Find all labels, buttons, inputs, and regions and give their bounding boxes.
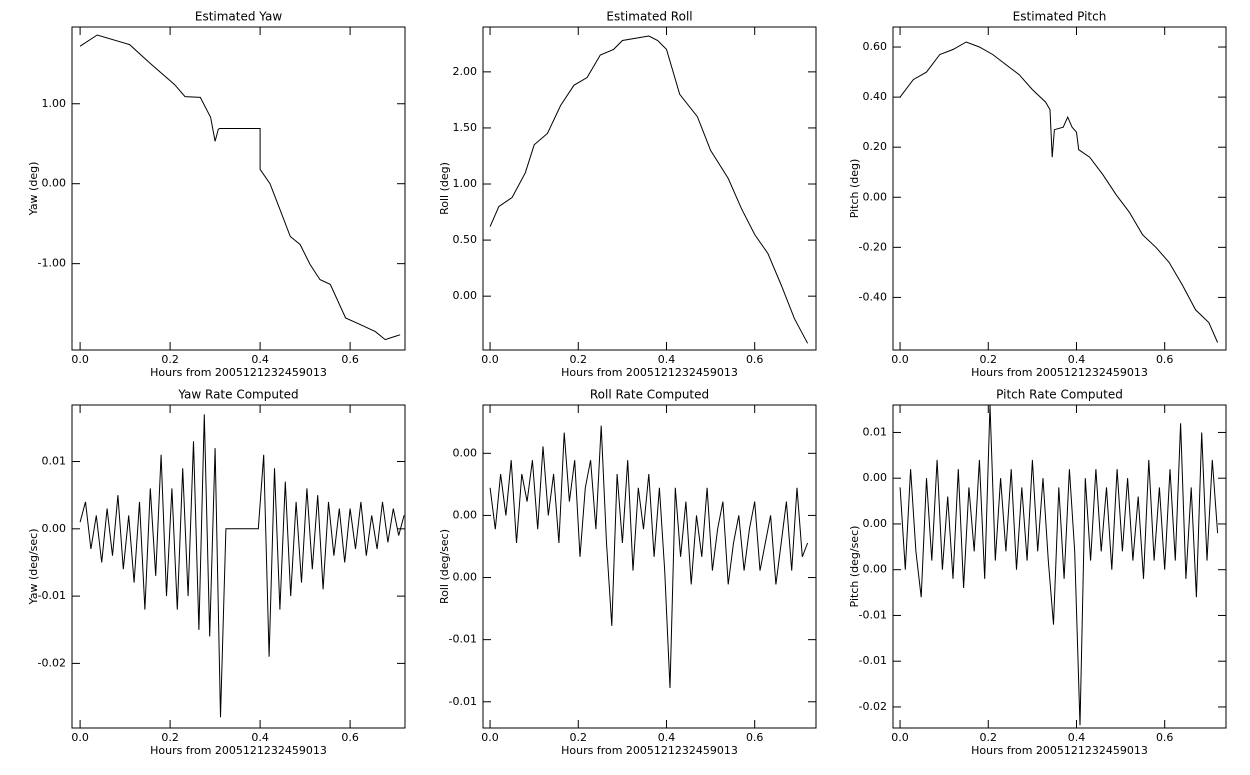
y-tick-label: 0.60 (863, 40, 888, 53)
x-tick-label: 0.0 (71, 731, 89, 744)
x-tick-label: 0.4 (251, 353, 269, 366)
plot-frame (892, 26, 1227, 351)
y-axis-label: Pitch (deg) (848, 159, 861, 219)
x-axis-label: Hours from 2005121232459013 (561, 366, 738, 379)
data-line (899, 41, 1219, 343)
plot-frame (482, 404, 817, 729)
y-axis-label: Pitch (deg/sec) (848, 526, 861, 608)
y-tick-label: 0.50 (453, 233, 478, 246)
data-line (489, 425, 809, 689)
chart-title: Estimated Pitch (1013, 10, 1107, 24)
plot-frame (71, 404, 406, 729)
y-tick-label: -0.01 (449, 695, 477, 708)
x-tick-label: 0.2 (980, 731, 998, 744)
x-tick-label: 0.6 (1156, 731, 1174, 744)
x-axis-label: Hours from 2005121232459013 (150, 744, 327, 757)
y-tick-label: -0.20 (859, 240, 887, 253)
x-tick-label: 0.4 (1068, 731, 1086, 744)
y-tick-label: -0.02 (859, 700, 887, 713)
x-tick-label: 0.0 (71, 353, 89, 366)
x-tick-label: 0.4 (658, 731, 676, 744)
y-axis-label: Yaw (deg/sec) (27, 528, 40, 605)
x-axis-label: Hours from 2005121232459013 (971, 744, 1148, 757)
x-tick-label: 0.0 (891, 731, 909, 744)
x-tick-label: 0.4 (1068, 353, 1086, 366)
y-tick-label: 0.01 (863, 425, 888, 438)
x-tick-label: 0.2 (570, 353, 588, 366)
y-tick-label: 0.00 (42, 522, 67, 535)
x-tick-label: 0.6 (341, 353, 359, 366)
chart-title: Roll Rate Computed (590, 388, 709, 402)
y-tick-label: -0.02 (38, 656, 66, 669)
y-tick-label: 1.00 (453, 177, 478, 190)
data-line (899, 404, 1219, 726)
y-tick-label: 0.00 (863, 563, 888, 576)
y-axis-label: Roll (deg/sec) (438, 529, 451, 604)
y-tick-label: -0.01 (859, 608, 887, 621)
x-tick-label: 0.4 (658, 353, 676, 366)
x-tick-label: 0.6 (1156, 353, 1174, 366)
plot-frame (482, 26, 817, 351)
x-tick-label: 0.2 (161, 731, 179, 744)
x-axis-label: Hours from 2005121232459013 (150, 366, 327, 379)
y-tick-label: 0.00 (453, 571, 478, 584)
data-line (79, 414, 405, 718)
y-tick-label: -0.01 (449, 633, 477, 646)
y-tick-label: 0.00 (453, 446, 478, 459)
y-tick-label: 1.00 (42, 97, 67, 110)
y-axis-label: Roll (deg) (438, 162, 451, 215)
y-tick-label: -0.01 (859, 654, 887, 667)
chart-title: Pitch Rate Computed (996, 388, 1123, 402)
y-tick-label: 0.00 (863, 190, 888, 203)
data-line (489, 35, 809, 344)
x-axis-label: Hours from 2005121232459013 (561, 744, 738, 757)
x-tick-label: 0.6 (746, 731, 764, 744)
plot-frame (892, 404, 1227, 729)
y-tick-label: 0.00 (42, 177, 67, 190)
y-tick-label: -0.40 (859, 290, 887, 303)
chart-title: Estimated Roll (606, 10, 692, 24)
y-tick-label: 0.00 (863, 471, 888, 484)
y-tick-label: 0.00 (453, 289, 478, 302)
x-tick-label: 0.6 (341, 731, 359, 744)
x-tick-label: 0.0 (481, 731, 499, 744)
x-tick-label: 0.0 (481, 353, 499, 366)
plot-frame (71, 26, 406, 351)
x-tick-label: 0.0 (891, 353, 909, 366)
data-line (79, 34, 401, 341)
y-tick-label: -0.01 (38, 589, 66, 602)
y-axis-label: Yaw (deg) (27, 162, 40, 217)
x-axis-label: Hours from 2005121232459013 (971, 366, 1148, 379)
x-tick-label: 0.4 (251, 731, 269, 744)
y-tick-label: 0.00 (453, 508, 478, 521)
y-tick-label: 0.20 (863, 140, 888, 153)
x-tick-label: 0.2 (980, 353, 998, 366)
x-tick-label: 0.2 (161, 353, 179, 366)
y-tick-label: 0.40 (863, 90, 888, 103)
x-tick-label: 0.2 (570, 731, 588, 744)
y-tick-label: 1.50 (453, 121, 478, 134)
chart-title: Yaw Rate Computed (177, 388, 298, 402)
y-tick-label: 0.01 (42, 455, 67, 468)
y-tick-label: 0.00 (863, 517, 888, 530)
x-tick-label: 0.6 (746, 353, 764, 366)
y-tick-label: 2.00 (453, 65, 478, 78)
chart-title: Estimated Yaw (195, 10, 282, 24)
y-tick-label: -1.00 (38, 257, 66, 270)
